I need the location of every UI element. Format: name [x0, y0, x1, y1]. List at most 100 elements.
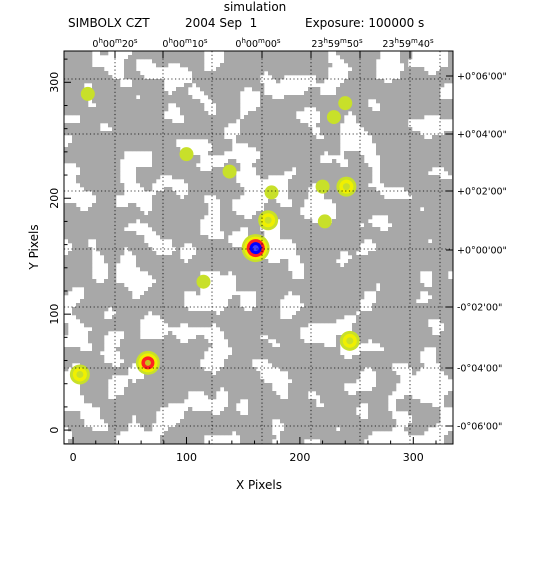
- image-pixel: [164, 51, 169, 56]
- image-pixel: [448, 183, 453, 188]
- image-pixel: [276, 55, 281, 60]
- image-pixel: [276, 279, 281, 284]
- image-pixel: [376, 271, 381, 276]
- image-pixel: [256, 299, 261, 304]
- image-pixel: [144, 263, 149, 268]
- image-pixel: [252, 139, 257, 144]
- image-pixel: [192, 235, 197, 240]
- image-pixel: [112, 127, 117, 132]
- image-pixel: [328, 171, 333, 176]
- image-pixel: [220, 151, 225, 156]
- image-pixel: [436, 223, 441, 228]
- image-pixel: [288, 51, 293, 56]
- image-pixel: [64, 131, 69, 136]
- image-pixel: [68, 63, 73, 68]
- image-pixel: [412, 283, 417, 288]
- image-pixel: [364, 211, 369, 216]
- image-pixel: [96, 219, 101, 224]
- image-pixel: [68, 235, 73, 240]
- image-pixel: [388, 271, 393, 276]
- image-pixel: [436, 315, 441, 320]
- image-pixel: [72, 279, 77, 284]
- image-pixel: [336, 299, 341, 304]
- image-pixel: [240, 79, 245, 84]
- image-pixel: [364, 199, 369, 204]
- image-pixel: [396, 119, 401, 124]
- image-pixel: [212, 171, 217, 176]
- image-pixel: [392, 135, 397, 140]
- image-pixel: [196, 179, 201, 184]
- image-pixel: [116, 211, 121, 216]
- image-pixel: [112, 87, 117, 92]
- image-pixel: [200, 211, 205, 216]
- image-pixel: [348, 91, 353, 96]
- image-pixel: [272, 199, 277, 204]
- image-pixel: [92, 75, 97, 80]
- image-pixel: [156, 283, 161, 288]
- image-pixel: [96, 311, 101, 316]
- image-pixel: [312, 155, 317, 160]
- image-pixel: [180, 287, 185, 292]
- image-pixel: [448, 63, 453, 68]
- image-pixel: [268, 199, 273, 204]
- image-pixel: [236, 255, 241, 260]
- image-pixel: [200, 71, 205, 76]
- image-pixel: [268, 135, 273, 140]
- image-pixel: [108, 239, 113, 244]
- image-pixel: [440, 299, 445, 304]
- image-pixel: [288, 59, 293, 64]
- image-pixel: [172, 155, 177, 160]
- image-pixel: [168, 127, 173, 132]
- image-pixel: [408, 211, 413, 216]
- image-pixel: [92, 311, 97, 316]
- image-pixel: [188, 223, 193, 228]
- image-pixel: [316, 55, 321, 60]
- image-pixel: [444, 311, 449, 316]
- image-pixel: [92, 71, 97, 76]
- image-pixel: [412, 315, 417, 320]
- image-pixel: [340, 215, 345, 220]
- image-pixel: [360, 207, 365, 212]
- image-pixel: [412, 79, 417, 84]
- image-pixel: [448, 199, 453, 204]
- image-pixel: [252, 135, 257, 140]
- image-pixel: [372, 139, 377, 144]
- image-pixel: [280, 151, 285, 156]
- image-pixel: [124, 147, 129, 152]
- image-pixel: [156, 155, 161, 160]
- image-pixel: [412, 227, 417, 232]
- image-pixel: [400, 171, 405, 176]
- image-pixel: [84, 247, 89, 252]
- image-pixel: [172, 303, 177, 308]
- image-pixel: [328, 247, 333, 252]
- image-pixel: [116, 115, 121, 120]
- image-pixel: [444, 303, 449, 308]
- image-pixel: [332, 259, 337, 264]
- image-pixel: [224, 219, 229, 224]
- image-pixel: [316, 267, 321, 272]
- image-pixel: [112, 135, 117, 140]
- image-pixel: [96, 243, 101, 248]
- image-pixel: [428, 107, 433, 112]
- image-pixel: [264, 59, 269, 64]
- image-pixel: [368, 51, 373, 56]
- image-pixel: [176, 219, 181, 224]
- image-pixel: [428, 251, 433, 256]
- image-pixel: [380, 91, 385, 96]
- image-pixel: [408, 315, 413, 320]
- image-pixel: [168, 307, 173, 312]
- image-pixel: [292, 95, 297, 100]
- image-pixel: [208, 175, 213, 180]
- image-pixel: [244, 51, 249, 56]
- image-pixel: [448, 187, 453, 192]
- image-pixel: [96, 143, 101, 148]
- image-pixel: [84, 99, 89, 104]
- image-pixel: [336, 99, 341, 104]
- image-pixel: [168, 215, 173, 220]
- image-pixel: [324, 127, 329, 132]
- image-pixel: [424, 147, 429, 152]
- image-pixel: [188, 67, 193, 72]
- image-pixel: [296, 175, 301, 180]
- image-pixel: [232, 79, 237, 84]
- image-pixel: [268, 131, 273, 136]
